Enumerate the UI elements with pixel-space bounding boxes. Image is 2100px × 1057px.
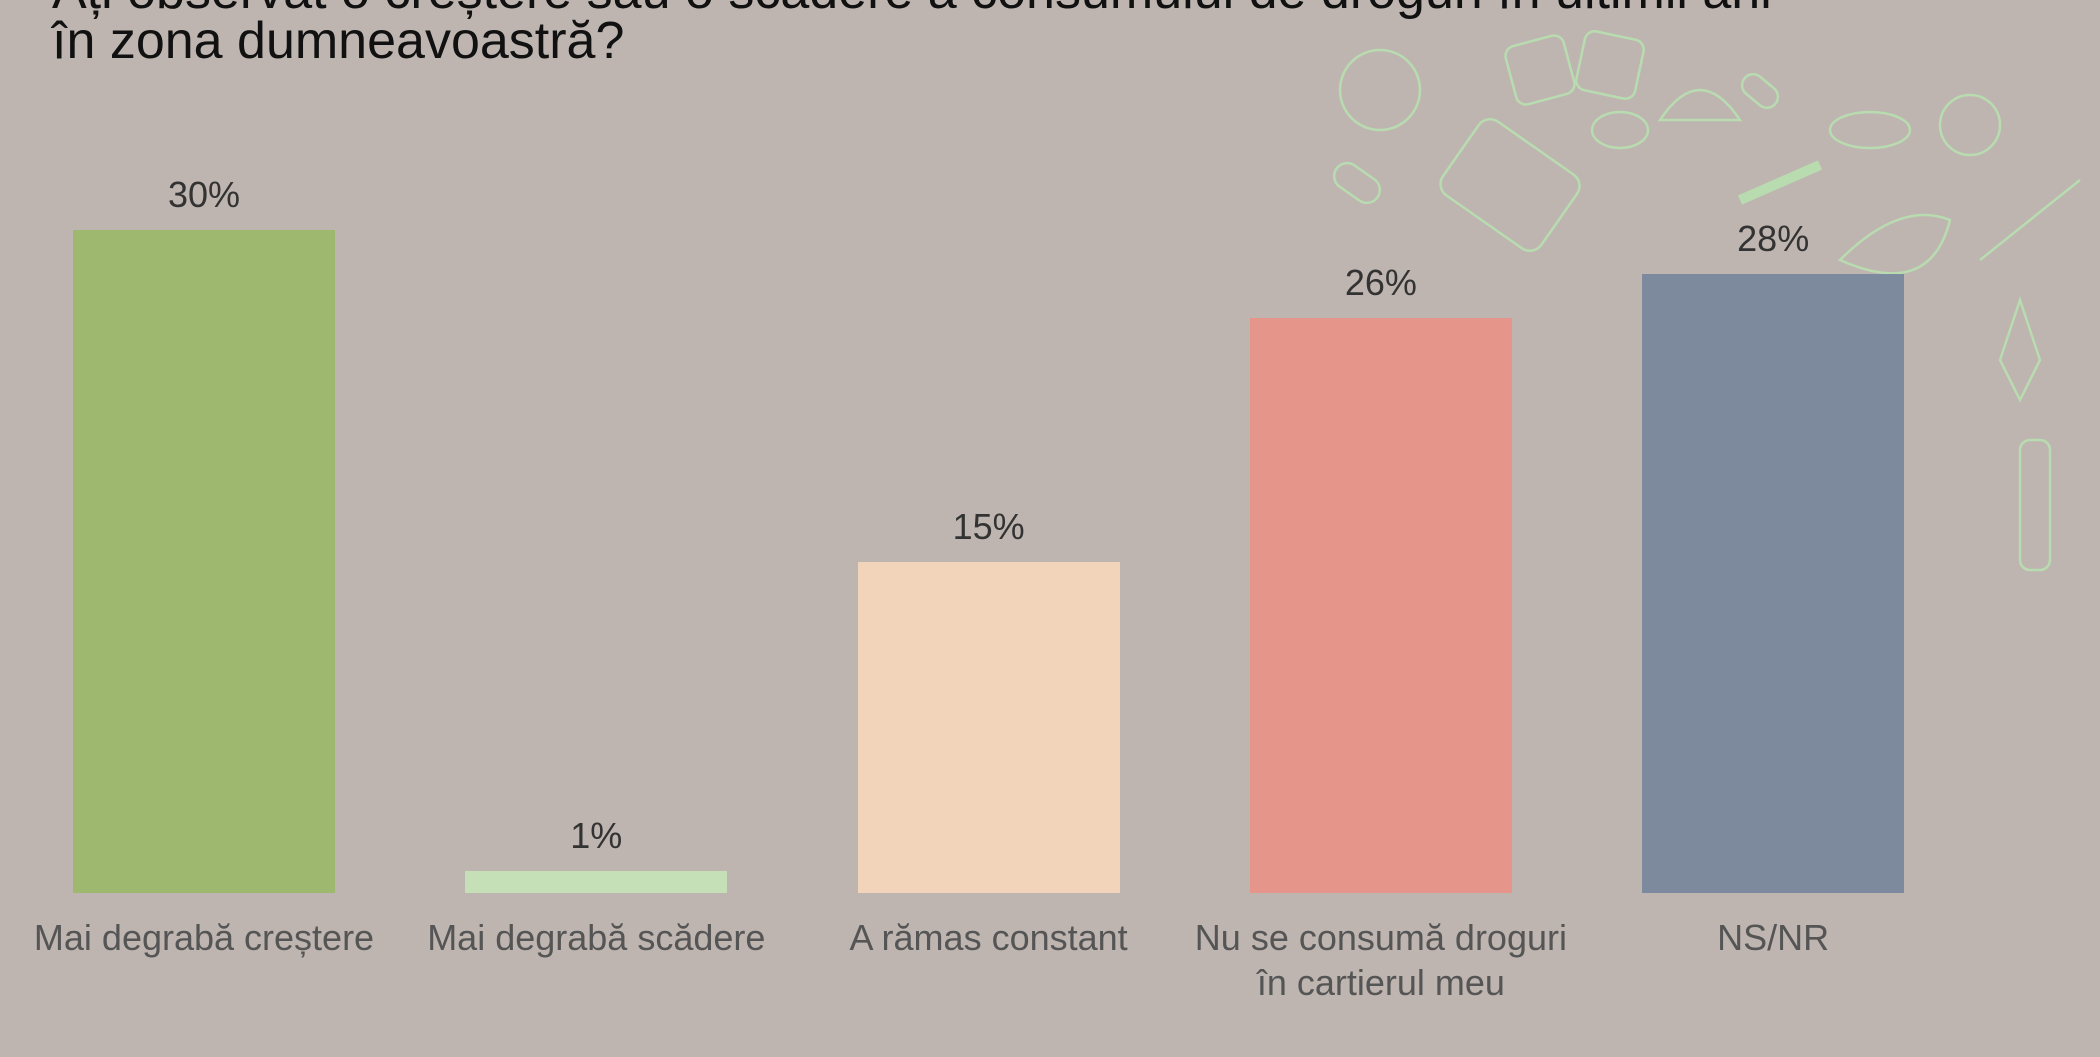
bar <box>465 870 728 893</box>
value-label: 30% <box>167 174 241 215</box>
x-tick-label: Mai degrabă creștere <box>33 917 375 958</box>
decoration <box>1332 30 2081 572</box>
x-tick-label: Nu se consumă droguri în cartierul meu <box>1194 917 1567 1003</box>
bar <box>857 561 1120 893</box>
value-label: 1% <box>570 814 623 856</box>
bar <box>1249 318 1512 893</box>
value-label: 28% <box>1737 218 1810 260</box>
bar <box>73 230 335 893</box>
value-label: 15% <box>952 505 1025 547</box>
x-tick-label: A rămas constant <box>849 917 1128 958</box>
x-tick-label: Mai degrabă scădere <box>427 917 766 958</box>
chart-title: Ați observat o creștere sau o scădere a … <box>52 0 1772 70</box>
x-tick-label: NS/NR <box>1717 917 1830 958</box>
bar <box>1642 274 1905 893</box>
value-label: 26% <box>1344 262 1417 304</box>
